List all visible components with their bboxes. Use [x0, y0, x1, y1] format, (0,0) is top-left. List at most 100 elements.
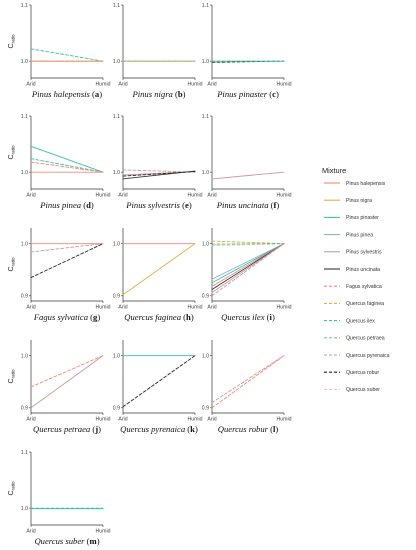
panel-title-species: Quercus pyrenaica: [120, 424, 187, 434]
x-tick-label: Arid: [26, 529, 35, 535]
panel-title-paren-close: ): [99, 89, 102, 99]
legend-label-pinus-pinaster: Pinus pinaster: [346, 215, 379, 221]
panel-title-paren-open: (: [183, 312, 186, 322]
panel-title-species: Pinus sylvestris: [125, 200, 182, 210]
x-tick-label: Humid: [277, 305, 292, 311]
y-tick-label: 0.9: [21, 406, 28, 412]
legend-title: Mixture: [322, 166, 346, 175]
series-line-pinus-sylvestris: [30, 355, 104, 409]
panel-title-quercus-pyrenaica: Quercus pyrenaica (k): [120, 424, 198, 434]
y-tick-label: 1.0: [202, 241, 209, 247]
y-tick-label: 0.9: [113, 294, 120, 300]
series-line-pinus-pinaster: [30, 145, 104, 173]
y-axis-label: Cratio: [8, 145, 16, 159]
y-tick-label: 0.9: [202, 406, 209, 412]
legend-label-quercus-faginea: Quercus faginea: [346, 301, 384, 307]
x-tick-label: Arid: [118, 82, 127, 88]
panel-title-quercus-faginea: Quercus faginea (h): [124, 312, 194, 322]
series-line-pinus-nigra: [122, 243, 196, 296]
panel-title-species: Pinus nigra: [131, 89, 175, 99]
y-tick-label: 1.1: [202, 3, 209, 9]
panel-j: 1.0 0.9 Arid Humid Cratio Quercus petraea (j): [8, 340, 111, 434]
y-tick-label: 1.0: [202, 353, 209, 359]
legend-label-quercus-ilex: Quercus ilex: [346, 318, 375, 324]
panel-title-fagus-sylvatica: Fagus sylvatica (g): [33, 312, 101, 322]
legend-label-quercus-robur: Quercus robur: [346, 370, 379, 376]
panel-title-paren-open: (: [92, 424, 95, 434]
y-tick-label: 1.1: [113, 114, 120, 120]
legend-label-quercus-petraea: Quercus petraea: [346, 336, 385, 342]
panel-title-quercus-ilex: Quercus ilex (i): [221, 312, 275, 322]
legend-label-pinus-sylvestris: Pinus sylvestris: [346, 250, 382, 256]
x-tick-label: Humid: [96, 305, 111, 311]
panel-title-paren-open: (: [87, 536, 90, 546]
y-axis-label-sub: ratio: [11, 145, 16, 154]
x-tick-label: Arid: [26, 417, 35, 423]
legend-label-quercus-suber: Quercus suber: [346, 387, 380, 393]
panel-title-paren-close: ): [97, 536, 100, 546]
y-axis-label: Cratio: [8, 369, 16, 383]
series-line-fagus-sylvatica: [30, 161, 104, 173]
panel-m: 1.1 1.0 Arid Humid Cratio Quercus suber (m): [8, 450, 111, 546]
y-axis-label-sub: ratio: [11, 481, 16, 490]
x-tick-label: Arid: [118, 417, 127, 423]
y-tick-label: 1.1: [202, 114, 209, 120]
panel-title-paren-open: (: [270, 424, 273, 434]
legend-label-fagus-sylvatica: Fagus sylvatica: [346, 284, 382, 290]
y-tick-label: 1.0: [113, 353, 120, 359]
panel-title-pinus-nigra: Pinus nigra (b): [131, 89, 185, 99]
y-axis-label-sub: ratio: [11, 369, 16, 378]
y-axis-label: Cratio: [8, 257, 16, 271]
panel-title-pinus-sylvestris: Pinus sylvestris (e): [125, 200, 192, 210]
panel-title-paren-open: (: [90, 312, 93, 322]
y-tick-label: 1.1: [21, 114, 28, 120]
panel-title-species: Quercus robur: [218, 424, 270, 434]
x-tick-label: Arid: [26, 82, 35, 88]
x-tick-label: Humid: [96, 529, 111, 535]
panel-title-letter: g: [93, 312, 98, 322]
x-tick-label: Arid: [207, 82, 216, 88]
y-axis-label-sub: ratio: [11, 34, 16, 43]
panel-title-species: Quercus faginea: [124, 312, 183, 322]
panel-title-paren-close: ): [91, 200, 94, 210]
legend-label-pinus-pinea: Pinus pinea: [346, 232, 373, 238]
panel-title-paren-open: (: [271, 200, 274, 210]
legend-label-pinus-uncinata: Pinus uncinata: [346, 267, 380, 273]
series-line-pinus-pinea: [211, 243, 285, 280]
y-tick-label: 1.0: [21, 241, 28, 247]
panel-title-letter: h: [186, 312, 191, 322]
panel-g: 1.0 0.9 Arid Humid Cratio Fagus sylvatica (g): [8, 228, 111, 322]
panel-a: 1.1 1.0 Arid Humid Cratio Pinus halepensis (a…: [8, 3, 111, 99]
series-line-quercus-ilex: [30, 48, 104, 62]
y-tick-label: 0.9: [113, 406, 120, 412]
panel-title-paren-open: (: [175, 89, 178, 99]
y-tick-label: 1.1: [113, 3, 120, 9]
panel-title-pinus-pinaster: Pinus pinaster (c): [216, 89, 279, 99]
legend-label-quercus-pyrenaica: Quercus pyrenaica: [346, 353, 390, 359]
x-tick-label: Arid: [26, 305, 35, 311]
panel-title-paren-open: (: [83, 200, 86, 210]
x-tick-label: Humid: [188, 82, 203, 88]
x-tick-label: Humid: [277, 82, 292, 88]
series-line-quercus-ilex: [30, 158, 104, 173]
y-axis-label-main: C: [8, 154, 15, 159]
series-line-pinus-sylvestris: [211, 171, 285, 180]
panel-title-paren-close: ): [272, 312, 275, 322]
x-tick-label: Humid: [277, 417, 292, 423]
series-line-fagus-sylvatica: [30, 355, 104, 388]
panel-title-pinus-pinea: Pinus pinea (d): [39, 200, 94, 210]
y-axis-label: Cratio: [8, 34, 16, 48]
panel-title-species: Fagus sylvatica: [33, 312, 90, 322]
y-axis-label-main: C: [8, 43, 15, 48]
y-axis-label-main: C: [8, 378, 15, 383]
panel-title-letter: f: [274, 200, 277, 210]
y-tick-label: 1.0: [21, 59, 28, 65]
panel-title-paren-close: ): [195, 424, 198, 434]
x-tick-label: Humid: [188, 417, 203, 423]
